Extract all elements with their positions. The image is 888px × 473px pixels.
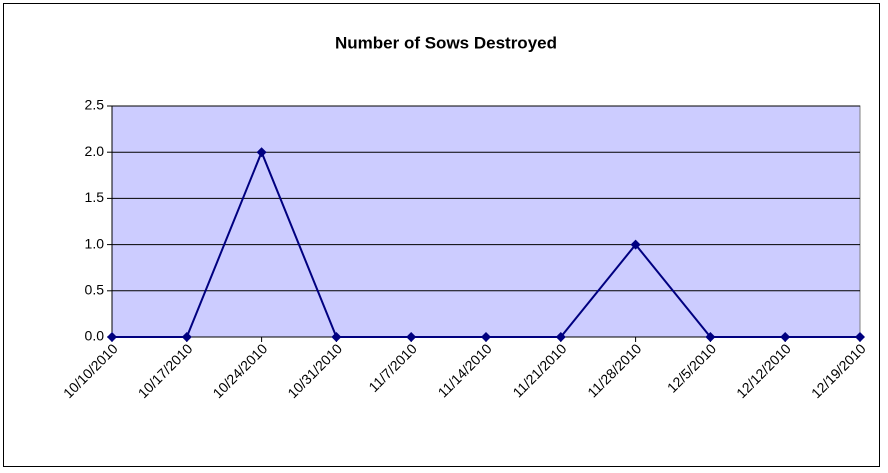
data-point: [181, 332, 192, 342]
y-tick-label: 2.0: [85, 143, 105, 159]
plot-area: [111, 105, 861, 338]
data-point: [555, 332, 566, 342]
data-point: [780, 332, 791, 342]
data-point: [630, 239, 641, 250]
y-tick-label: 1.5: [85, 189, 105, 205]
y-tick-label: 2.5: [85, 97, 105, 113]
data-point: [705, 332, 716, 342]
data-point: [107, 332, 117, 342]
data-point: [406, 332, 417, 342]
chart-title: Number of Sows Destroyed: [335, 33, 557, 52]
data-point: [855, 332, 865, 342]
y-tick-label: 1.0: [85, 235, 105, 251]
y-tick-label: 0.0: [85, 328, 105, 344]
data-point: [481, 332, 491, 342]
y-tick-label: 0.5: [85, 282, 105, 298]
data-point: [256, 147, 267, 158]
data-point: [331, 332, 342, 342]
